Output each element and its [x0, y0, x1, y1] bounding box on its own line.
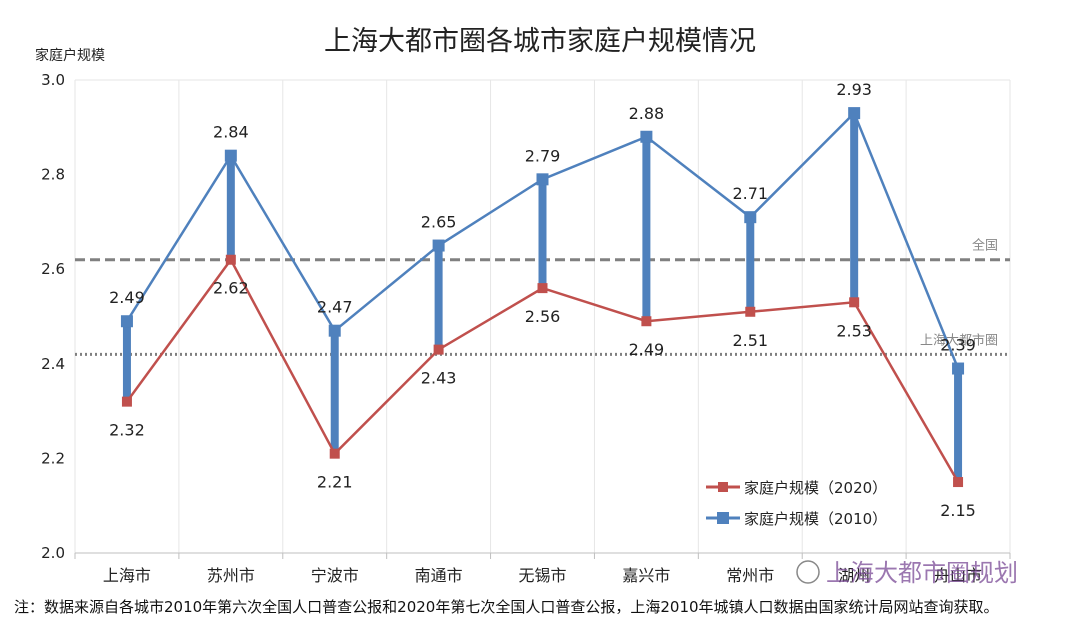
axes: 2.0 2.2 2.4 2.6 2.8 3.0 上海市 苏州市 宁波市 南通市 无锡市 嘉兴市 常州市 湖… — [41, 71, 1011, 585]
data-label-2020: 2.53 — [836, 321, 872, 340]
point-2010 — [536, 173, 549, 186]
point-2020 — [849, 297, 860, 308]
point-2020 — [537, 283, 548, 294]
data-label-2010: 2.71 — [732, 184, 768, 203]
x-category-label: 舟山市 — [934, 566, 982, 585]
data-label-2020: 2.32 — [109, 421, 145, 440]
series-points — [120, 107, 965, 488]
data-label-2020: 2.43 — [421, 369, 457, 388]
point-2020 — [745, 306, 756, 317]
data-label-2010: 2.79 — [525, 146, 561, 165]
grid — [74, 79, 1011, 553]
point-2010 — [224, 149, 237, 162]
data-label-2020: 2.49 — [629, 340, 665, 359]
y-tick-label: 2.4 — [41, 355, 65, 373]
footnote: 注：数据来源自各城市2010年第六次全国人口普查公报和2020年第七次全国人口普… — [14, 598, 999, 616]
data-label-2010: 2.47 — [317, 298, 353, 317]
series-lines — [125, 110, 960, 483]
data-label-2010: 2.84 — [213, 123, 249, 142]
point-2010 — [744, 211, 757, 224]
watermark: 上海大都市圈规划 — [796, 559, 1018, 587]
data-label-2010: 2.49 — [109, 288, 145, 307]
data-label-2020: 2.21 — [317, 473, 353, 492]
data-label-2020: 2.56 — [525, 307, 561, 326]
x-category-label: 无锡市 — [518, 566, 566, 585]
point-2010 — [328, 324, 341, 337]
x-category-label: 常州市 — [726, 566, 774, 585]
data-label-2020: 2.51 — [732, 331, 768, 350]
point-2020 — [953, 477, 964, 488]
legend-marker-2010 — [717, 512, 729, 524]
range-bars — [122, 113, 963, 483]
y-tick-label: 2.2 — [41, 449, 65, 467]
y-tick-label: 2.6 — [41, 260, 65, 278]
point-2010 — [640, 130, 653, 143]
y-tick-label: 2.0 — [41, 544, 65, 562]
point-2020 — [433, 344, 444, 355]
watermark-text: 上海大都市圈规划 — [826, 559, 1018, 587]
x-category-label: 上海市 — [103, 566, 151, 585]
legend-label-2020: 家庭户规模（2020） — [744, 479, 887, 497]
data-label-2020: 2.62 — [213, 279, 249, 298]
point-2020 — [121, 396, 132, 407]
x-category-label: 嘉兴市 — [622, 566, 670, 585]
y-axis-label: 家庭户规模 — [35, 47, 105, 64]
x-category-label: 南通市 — [415, 566, 463, 585]
reference-line-label: 上海大都市圈 — [920, 332, 998, 348]
data-labels: 2.49 2.84 2.47 2.65 2.79 2.88 2.71 2.93 2.39 2.32… — [109, 80, 976, 520]
point-2010 — [120, 315, 133, 328]
point-2020 — [225, 254, 236, 265]
legend-label-2010: 家庭户规模（2010） — [744, 510, 887, 528]
point-2010 — [952, 362, 965, 375]
x-category-label: 宁波市 — [311, 566, 359, 585]
point-2010 — [848, 107, 861, 120]
data-label-2010: 2.88 — [629, 104, 665, 123]
reference-line-label: 全国 — [972, 238, 998, 254]
wechat-icon — [796, 560, 820, 584]
data-label-2010: 2.65 — [421, 213, 457, 232]
x-category-label: 苏州市 — [207, 566, 255, 585]
x-category-label: 湖州 — [838, 566, 870, 585]
legend: 家庭户规模（2020） 家庭户规模（2010） — [706, 479, 887, 528]
point-2010 — [432, 239, 445, 252]
legend-marker-2020 — [718, 482, 728, 492]
point-2020 — [641, 316, 652, 327]
data-label-2020: 2.15 — [940, 501, 976, 520]
point-2020 — [329, 448, 340, 459]
data-label-2010: 2.39 — [940, 336, 976, 355]
chart-title: 上海大都市圈各城市家庭户规模情况 — [324, 26, 756, 57]
y-tick-label: 3.0 — [41, 71, 65, 89]
data-label-2010: 2.93 — [836, 80, 872, 99]
y-tick-label: 2.8 — [41, 166, 65, 184]
